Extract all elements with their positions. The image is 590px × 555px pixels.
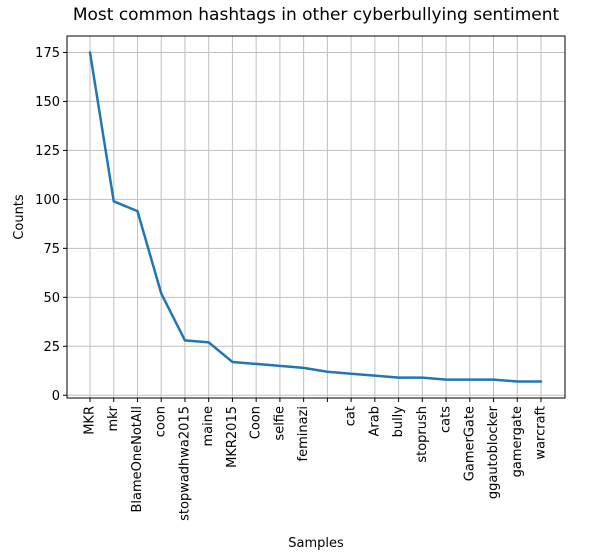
x-tick-label: GamerGate (462, 406, 477, 481)
x-tick-label: mkr (106, 405, 121, 431)
y-tick-label: 100 (35, 193, 60, 208)
y-tick-label: 175 (35, 46, 60, 61)
y-axis-label: Counts (12, 194, 27, 240)
y-tick-label: 0 (52, 389, 60, 404)
grid (67, 36, 565, 398)
x-tick-label: ggautoblocker (486, 405, 501, 499)
x-axis-label: Samples (288, 536, 344, 551)
y-tick-label: 125 (35, 144, 60, 159)
plot-frame (66, 35, 566, 399)
x-tick-label: bully (391, 406, 406, 438)
x-tick-label: cats (439, 406, 454, 433)
y-tick-label: 150 (35, 95, 60, 110)
x-tick-label: MKR (83, 406, 98, 435)
x-tick-label: stoprush (415, 406, 430, 463)
x-tick-label: feminazi (296, 406, 311, 462)
x-tick-label: gamergate (510, 406, 525, 477)
series-line (88, 51, 543, 383)
y-tick-label: 25 (43, 340, 60, 355)
y-tick-label: 75 (43, 242, 60, 257)
x-tick-label: cat (344, 406, 359, 426)
x-tick-label: Arab (367, 406, 382, 436)
x-tick-label: selfie (272, 406, 287, 441)
x-tick-label: Coon (249, 406, 264, 439)
x-tick-label: warcraft (534, 406, 549, 460)
chart-title: Most common hashtags in other cyberbully… (73, 5, 560, 25)
x-axis-ticks: MKR mkr BlameOneNotAll coon stopwadhwa2015 ma… (83, 398, 549, 521)
x-tick-label: maine (201, 406, 216, 446)
x-tick-label: coon (154, 406, 169, 437)
x-tick-label: BlameOneNotAll (130, 406, 145, 513)
x-tick-label: MKR2015 (225, 406, 240, 468)
y-axis-ticks: 0 25 50 75 100 125 150 175 (35, 46, 67, 404)
x-tick-label: stopwadhwa2015 (177, 406, 192, 521)
y-tick-label: 50 (43, 291, 60, 306)
